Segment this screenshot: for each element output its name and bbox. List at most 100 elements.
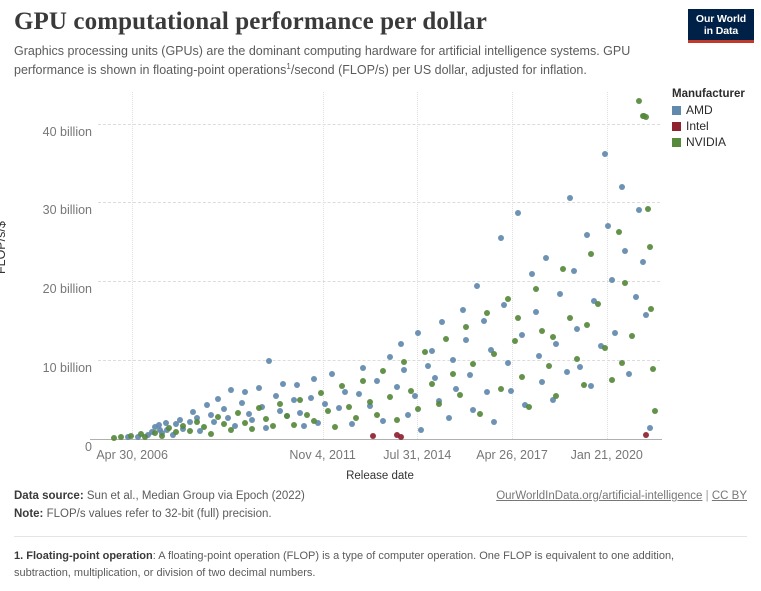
scatter-point[interactable] bbox=[504, 360, 511, 367]
owid-logo[interactable]: Our World in Data bbox=[688, 9, 754, 44]
scatter-point[interactable] bbox=[214, 413, 221, 420]
scatter-point[interactable] bbox=[542, 254, 549, 261]
scatter-point[interactable] bbox=[152, 429, 159, 436]
scatter-point[interactable] bbox=[587, 383, 594, 390]
scatter-point[interactable] bbox=[117, 434, 124, 441]
scatter-point[interactable] bbox=[466, 372, 473, 379]
scatter-point[interactable] bbox=[529, 271, 536, 278]
scatter-point[interactable] bbox=[411, 393, 418, 400]
scatter-point[interactable] bbox=[366, 402, 373, 409]
legend-item[interactable]: Intel bbox=[672, 119, 758, 133]
scatter-point[interactable] bbox=[608, 376, 615, 383]
scatter-point[interactable] bbox=[297, 409, 304, 416]
scatter-point[interactable] bbox=[408, 387, 415, 394]
scatter-point[interactable] bbox=[304, 411, 311, 418]
scatter-point[interactable] bbox=[294, 382, 301, 389]
scatter-point[interactable] bbox=[297, 396, 304, 403]
scatter-point[interactable] bbox=[152, 424, 159, 431]
scatter-point[interactable] bbox=[318, 390, 325, 397]
scatter-point[interactable] bbox=[574, 325, 581, 332]
scatter-point[interactable] bbox=[501, 301, 508, 308]
scatter-point[interactable] bbox=[556, 290, 563, 297]
scatter-point[interactable] bbox=[138, 431, 145, 438]
scatter-point[interactable] bbox=[487, 346, 494, 353]
scatter-point[interactable] bbox=[249, 425, 256, 432]
scatter-point[interactable] bbox=[456, 391, 463, 398]
scatter-point[interactable] bbox=[145, 431, 152, 438]
scatter-point[interactable] bbox=[387, 394, 394, 401]
scatter-point[interactable] bbox=[449, 370, 456, 377]
scatter-point[interactable] bbox=[200, 424, 207, 431]
scatter-point[interactable] bbox=[197, 428, 204, 435]
scatter-point[interactable] bbox=[224, 415, 231, 422]
scatter-point[interactable] bbox=[587, 251, 594, 258]
scatter-point[interactable] bbox=[307, 394, 314, 401]
scatter-plot-area[interactable] bbox=[90, 92, 662, 441]
scatter-point[interactable] bbox=[228, 427, 235, 434]
scatter-point[interactable] bbox=[591, 297, 598, 304]
scatter-point[interactable] bbox=[186, 428, 193, 435]
scatter-point[interactable] bbox=[394, 417, 401, 424]
scatter-point[interactable] bbox=[508, 387, 515, 394]
scatter-point[interactable] bbox=[553, 392, 560, 399]
scatter-point[interactable] bbox=[169, 432, 176, 439]
scatter-point[interactable] bbox=[273, 392, 280, 399]
footnote-ref[interactable]: 1 bbox=[286, 61, 291, 71]
scatter-point[interactable] bbox=[570, 268, 577, 275]
scatter-point[interactable] bbox=[459, 307, 466, 314]
scatter-point[interactable] bbox=[439, 319, 446, 326]
scatter-point[interactable] bbox=[446, 415, 453, 422]
scatter-point[interactable] bbox=[228, 387, 235, 394]
scatter-point[interactable] bbox=[632, 294, 639, 301]
scatter-point[interactable] bbox=[546, 363, 553, 370]
scatter-point[interactable] bbox=[159, 432, 166, 439]
scatter-point[interactable] bbox=[442, 335, 449, 342]
scatter-point[interactable] bbox=[211, 418, 218, 425]
scatter-point[interactable] bbox=[515, 210, 522, 217]
scatter-point[interactable] bbox=[135, 433, 142, 440]
scatter-point[interactable] bbox=[401, 358, 408, 365]
scatter-point[interactable] bbox=[432, 375, 439, 382]
scatter-point[interactable] bbox=[256, 384, 262, 391]
scatter-point[interactable] bbox=[345, 404, 352, 411]
scatter-point[interactable] bbox=[276, 407, 283, 414]
scatter-point[interactable] bbox=[615, 229, 622, 236]
scatter-point[interactable] bbox=[359, 377, 366, 384]
scatter-point[interactable] bbox=[549, 334, 556, 341]
scatter-point[interactable] bbox=[525, 403, 532, 410]
scatter-point[interactable] bbox=[473, 283, 480, 289]
scatter-point[interactable] bbox=[280, 380, 287, 387]
scatter-point[interactable] bbox=[618, 183, 625, 190]
scatter-point[interactable] bbox=[335, 405, 342, 412]
scatter-point[interactable] bbox=[207, 431, 214, 438]
scatter-point[interactable] bbox=[221, 421, 228, 428]
scatter-point[interactable] bbox=[193, 414, 200, 421]
scatter-point[interactable] bbox=[601, 151, 608, 158]
scatter-point[interactable] bbox=[636, 207, 643, 214]
scatter-point[interactable] bbox=[266, 357, 273, 364]
scatter-point[interactable] bbox=[235, 409, 242, 416]
scatter-point[interactable] bbox=[141, 434, 148, 441]
scatter-point[interactable] bbox=[404, 411, 411, 418]
scatter-point[interactable] bbox=[553, 340, 560, 347]
scatter-point[interactable] bbox=[238, 399, 245, 406]
scatter-point[interactable] bbox=[338, 383, 345, 390]
owid-link[interactable]: OurWorldInData.org/artificial-intelligen… bbox=[496, 490, 703, 502]
scatter-point[interactable] bbox=[290, 421, 297, 428]
scatter-point[interactable] bbox=[173, 428, 180, 435]
scatter-point[interactable] bbox=[463, 336, 470, 343]
scatter-point[interactable] bbox=[491, 419, 498, 426]
scatter-point[interactable] bbox=[166, 424, 173, 431]
scatter-point[interactable] bbox=[397, 341, 404, 348]
license-link[interactable]: CC BY bbox=[711, 490, 747, 502]
scatter-point[interactable] bbox=[314, 420, 321, 427]
legend-item[interactable]: AMD bbox=[672, 103, 758, 117]
scatter-point[interactable] bbox=[221, 406, 228, 413]
scatter-point[interactable] bbox=[470, 361, 477, 368]
scatter-point[interactable] bbox=[646, 424, 653, 431]
scatter-point[interactable] bbox=[435, 400, 442, 407]
scatter-point[interactable] bbox=[644, 205, 651, 212]
scatter-point[interactable] bbox=[577, 364, 584, 371]
scatter-point[interactable] bbox=[504, 295, 511, 302]
scatter-point[interactable] bbox=[193, 418, 200, 425]
